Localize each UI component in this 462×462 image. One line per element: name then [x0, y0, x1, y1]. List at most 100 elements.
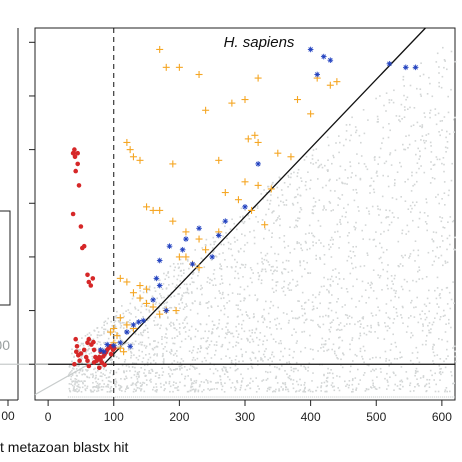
background-point	[317, 350, 319, 352]
background-point	[177, 263, 179, 265]
background-point	[371, 205, 374, 208]
background-point	[314, 205, 316, 207]
background-point	[179, 327, 181, 329]
background-point	[269, 327, 271, 329]
background-point	[409, 359, 412, 362]
background-point	[164, 396, 166, 398]
background-point	[329, 189, 332, 192]
background-point	[272, 390, 274, 393]
background-point	[211, 396, 213, 398]
red-point	[86, 363, 92, 369]
background-point	[161, 336, 163, 338]
background-point	[70, 375, 73, 378]
background-point	[215, 344, 218, 346]
background-point	[158, 302, 161, 305]
background-point	[186, 305, 188, 307]
background-point	[157, 377, 160, 379]
background-point	[158, 396, 160, 398]
background-point	[179, 280, 182, 282]
background-point	[72, 380, 75, 382]
background-point	[355, 396, 357, 398]
background-point	[248, 329, 251, 332]
background-point	[163, 384, 165, 386]
background-point	[154, 303, 157, 305]
background-point	[287, 287, 289, 290]
background-point	[430, 161, 432, 163]
background-point	[156, 353, 158, 355]
background-point	[180, 340, 183, 343]
background-point	[425, 140, 427, 142]
background-point	[359, 350, 362, 353]
background-point	[191, 302, 194, 304]
background-point	[324, 340, 327, 342]
background-point	[95, 380, 97, 383]
background-point	[265, 213, 267, 216]
background-point	[404, 396, 406, 398]
background-point	[263, 237, 265, 240]
background-point	[105, 369, 107, 372]
orange-point	[254, 181, 262, 189]
background-point	[132, 396, 134, 398]
background-point	[207, 382, 209, 384]
background-point	[82, 382, 84, 385]
background-point	[312, 305, 315, 308]
background-point	[338, 336, 340, 339]
background-point	[451, 374, 453, 377]
background-point	[249, 357, 252, 360]
background-point	[225, 232, 227, 234]
background-point	[299, 260, 301, 262]
background-point	[212, 236, 215, 239]
background-point	[220, 265, 222, 267]
background-point	[438, 66, 440, 68]
background-point	[437, 257, 440, 259]
series-blue-asterisks	[97, 46, 419, 355]
background-point	[294, 367, 296, 370]
background-point	[174, 266, 176, 269]
background-point	[201, 287, 203, 289]
background-point	[199, 323, 202, 326]
background-point	[352, 251, 355, 253]
background-point	[185, 303, 187, 305]
background-point	[453, 131, 455, 133]
background-point	[336, 223, 339, 226]
background-point	[372, 269, 375, 271]
background-point	[221, 388, 223, 391]
background-point	[145, 299, 147, 302]
background-point	[368, 213, 371, 215]
blue-point	[124, 329, 130, 335]
background-point	[279, 224, 281, 227]
background-point	[407, 178, 409, 181]
background-point	[296, 284, 299, 286]
background-point	[105, 377, 108, 379]
background-point	[205, 340, 207, 343]
background-point	[250, 359, 253, 362]
background-point	[117, 320, 120, 322]
background-point	[450, 50, 453, 53]
background-point	[92, 382, 94, 384]
background-point	[147, 336, 150, 339]
blue-point	[320, 53, 327, 60]
background-point	[284, 246, 286, 249]
background-point	[387, 277, 389, 280]
background-point	[227, 316, 229, 318]
background-point	[96, 334, 99, 336]
background-point	[389, 349, 392, 351]
background-point	[361, 317, 364, 319]
orange-point	[202, 246, 210, 254]
background-point	[192, 356, 195, 359]
background-point	[281, 194, 284, 196]
background-point	[265, 300, 267, 303]
background-point	[217, 381, 219, 384]
background-point	[373, 396, 375, 398]
background-point	[213, 243, 215, 246]
background-point	[154, 362, 157, 364]
background-point	[323, 396, 325, 398]
background-point	[77, 385, 79, 388]
background-point	[195, 264, 197, 267]
background-point	[224, 225, 226, 228]
background-point	[351, 316, 353, 319]
background-point	[384, 377, 386, 380]
background-point	[228, 341, 231, 344]
background-point	[362, 345, 365, 348]
background-point	[158, 306, 160, 309]
